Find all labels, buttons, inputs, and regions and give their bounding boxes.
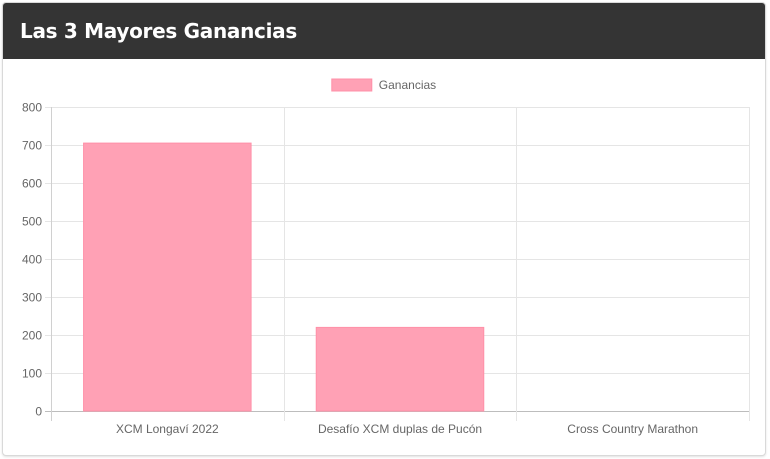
y-tick-label: 500 — [22, 215, 42, 229]
y-tick-label: 0 — [35, 405, 42, 419]
y-tick-label: 700 — [22, 139, 42, 153]
x-tick-label: XCM Longaví 2022 — [116, 422, 219, 436]
x-tick-label: Cross Country Marathon — [567, 422, 698, 436]
y-tick-label: 600 — [22, 177, 42, 191]
bar — [83, 142, 252, 412]
x-tick-label: Desafío XCM duplas de Pucón — [318, 422, 482, 436]
bar — [315, 326, 485, 412]
y-tick-label: 100 — [22, 367, 42, 381]
earnings-bar-chart: 0 100 200 300 400 500 600 700 800 XCM Longaví 202… — [22, 78, 750, 436]
y-tick-label: 800 — [22, 101, 42, 115]
y-tick-label: 400 — [22, 253, 42, 267]
legend-swatch — [331, 78, 373, 92]
card-title: Las 3 Mayores Ganancias — [20, 19, 297, 43]
y-tick-label: 300 — [22, 291, 42, 305]
y-tick-label: 200 — [22, 329, 42, 343]
card-header: Las 3 Mayores Ganancias — [3, 3, 765, 59]
legend-label: Ganancias — [379, 78, 436, 92]
